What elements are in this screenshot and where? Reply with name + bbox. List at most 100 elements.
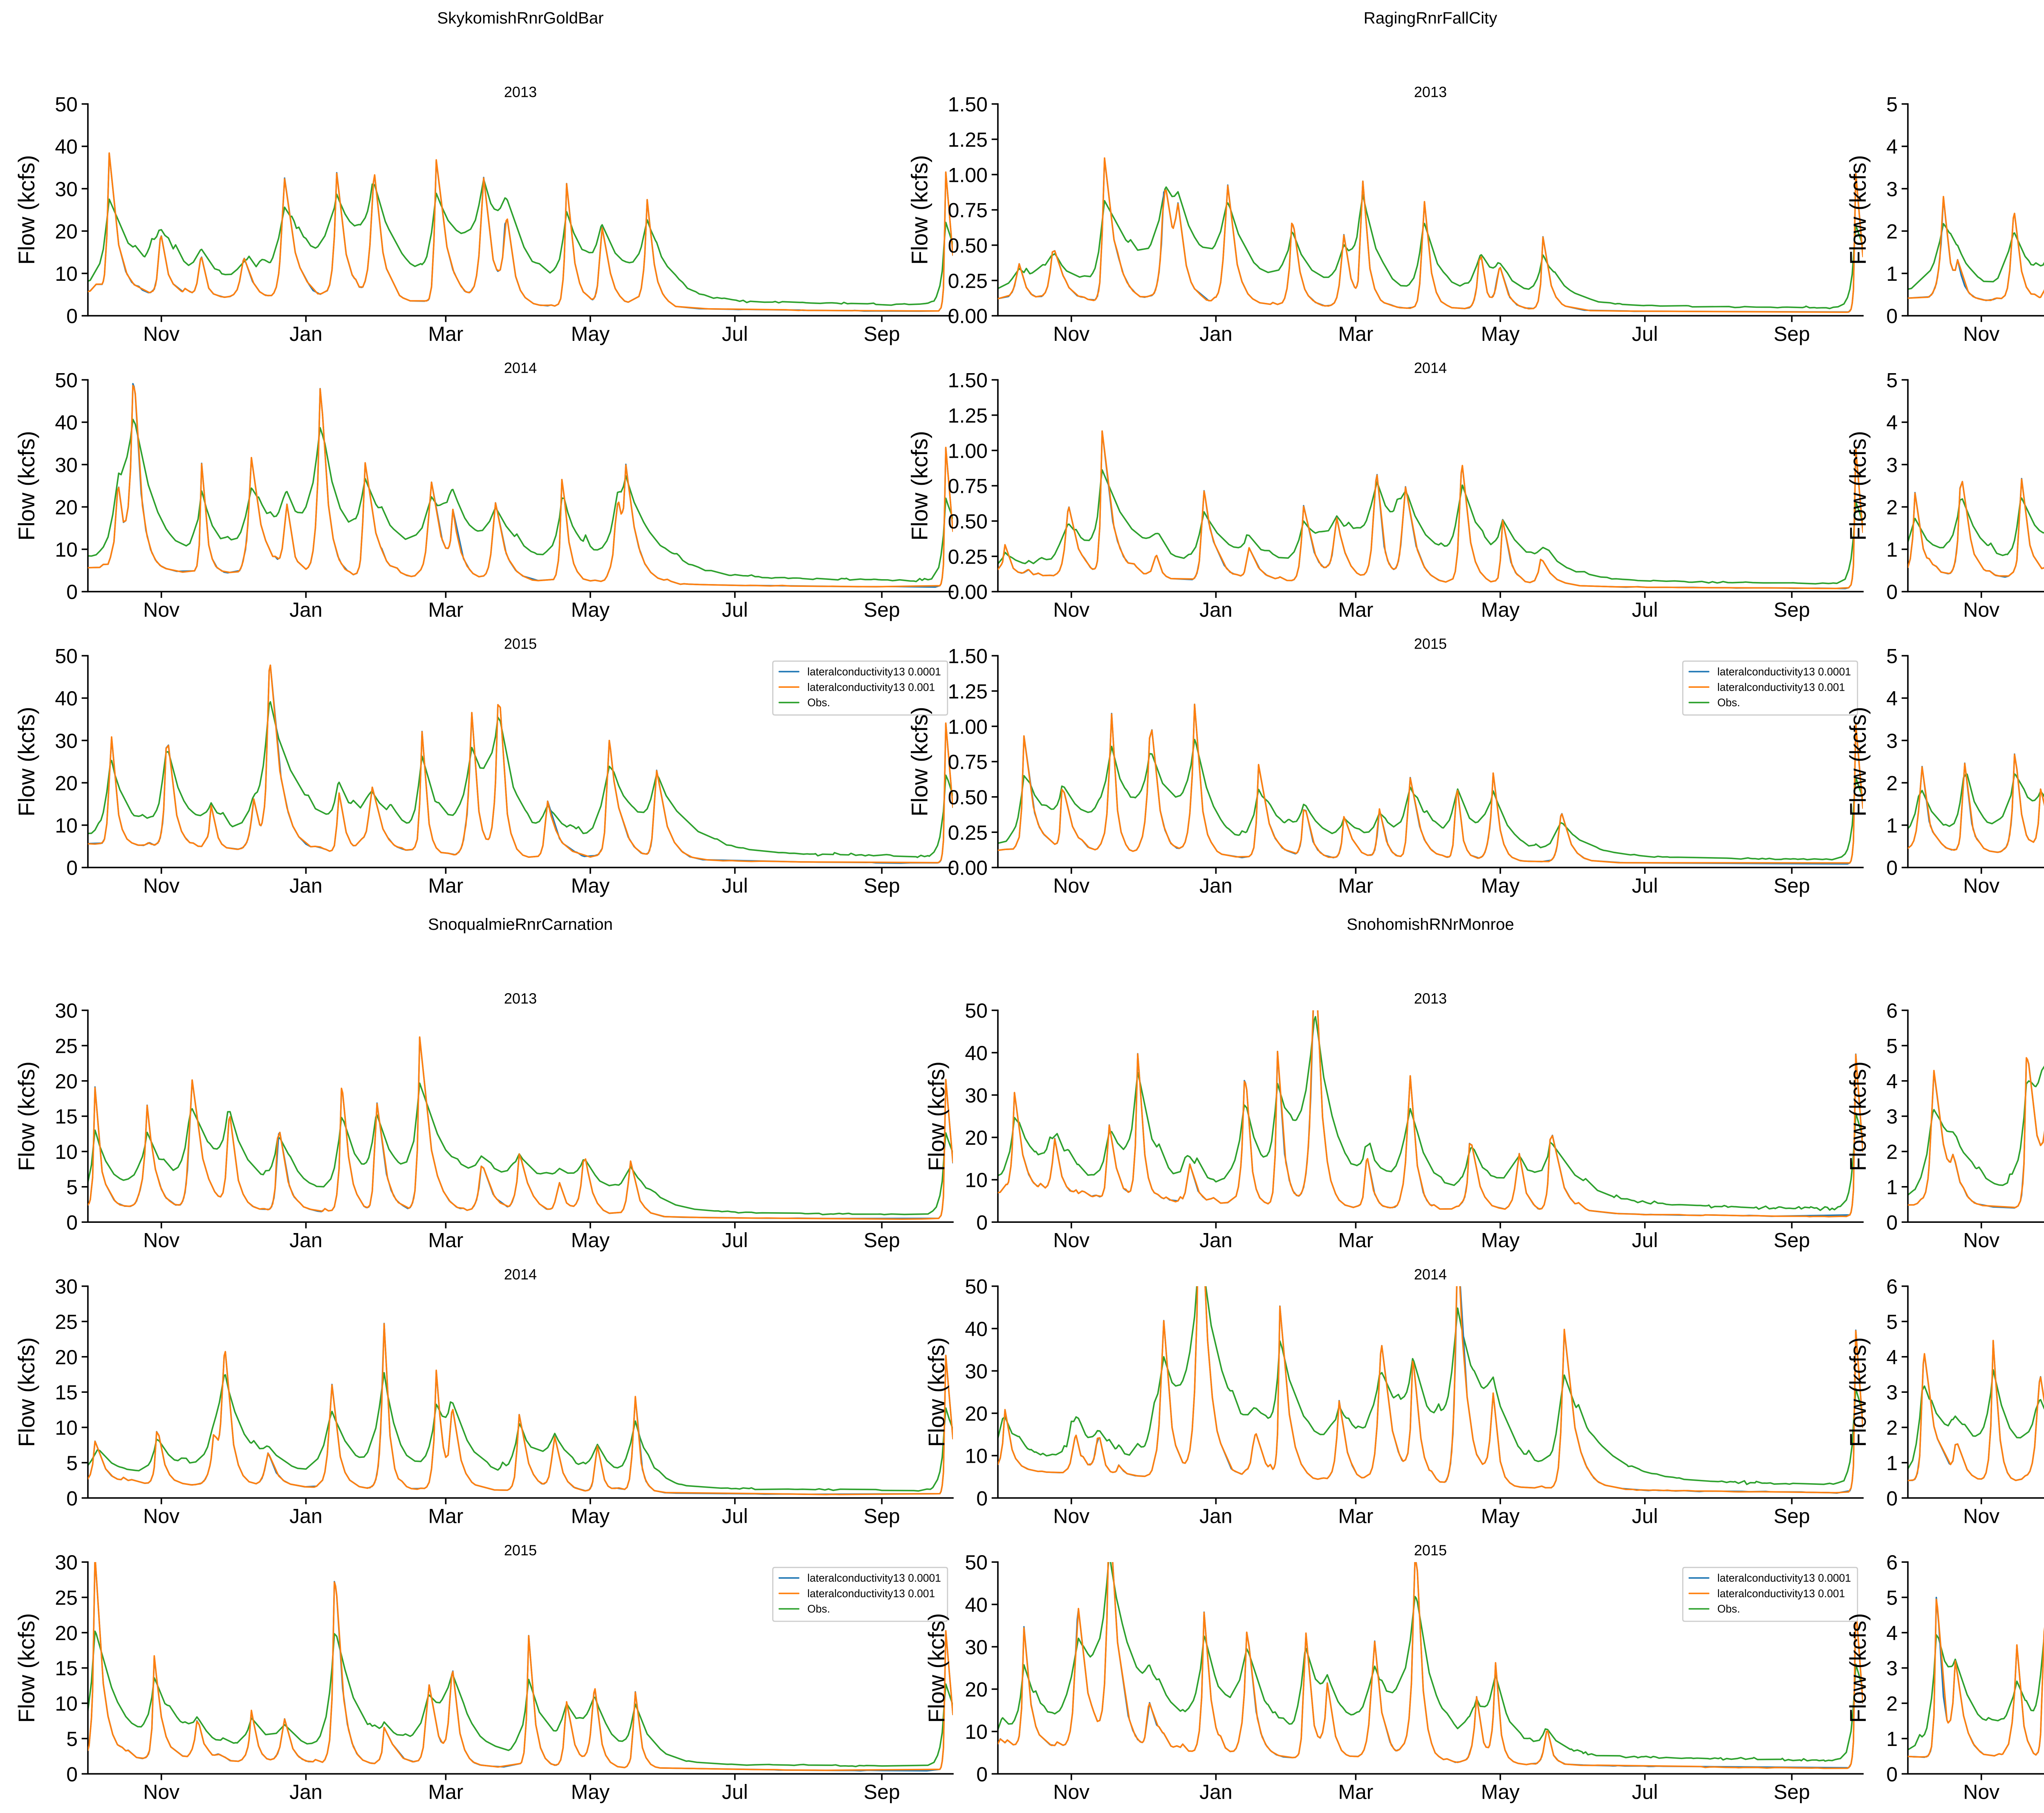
svg-text:Sep: Sep [864,1504,900,1527]
svg-text:Flow (kcfs): Flow (kcfs) [14,1337,39,1447]
svg-text:Sep: Sep [864,1229,900,1251]
svg-text:5: 5 [1886,93,1898,116]
svg-text:Flow (kcfs): Flow (kcfs) [14,1613,39,1723]
svg-text:0.75: 0.75 [948,475,988,498]
svg-text:Jan: Jan [289,322,323,345]
svg-text:2: 2 [1886,1141,1898,1164]
svg-text:0: 0 [976,1487,988,1510]
svg-text:Jan: Jan [1199,874,1233,897]
svg-text:40: 40 [55,687,78,710]
svg-text:May: May [571,1229,610,1251]
svg-text:Nov: Nov [143,598,179,621]
svg-text:0.25: 0.25 [948,269,988,292]
svg-text:May: May [1481,1229,1520,1251]
svg-text:6: 6 [1886,1551,1898,1574]
svg-text:Flow (kcfs): Flow (kcfs) [1845,431,1871,540]
svg-text:0: 0 [976,1211,988,1234]
svg-text:Flow (kcfs): Flow (kcfs) [1845,1613,1871,1723]
svg-text:20: 20 [965,1402,988,1425]
svg-text:2013: 2013 [1414,990,1447,1007]
svg-text:20: 20 [55,220,78,243]
svg-text:Mar: Mar [1338,598,1373,621]
svg-text:30: 30 [55,1275,78,1298]
svg-text:30: 30 [965,1084,988,1107]
svg-text:May: May [1481,322,1520,345]
svg-text:May: May [571,874,610,897]
svg-text:20: 20 [55,1070,78,1093]
svg-text:Nov: Nov [143,1229,179,1251]
svg-text:25: 25 [55,1034,78,1057]
svg-text:Nov: Nov [1963,1780,1999,1803]
svg-text:10: 10 [55,814,78,837]
svg-text:10: 10 [55,1141,78,1164]
svg-text:lateralconductivity13 0.001: lateralconductivity13 0.001 [1717,1587,1845,1600]
svg-text:40: 40 [55,411,78,434]
svg-text:6: 6 [1886,999,1898,1022]
svg-text:Mar: Mar [1338,1229,1373,1251]
svg-text:1.25: 1.25 [948,128,988,151]
svg-text:Jan: Jan [289,874,323,897]
svg-text:4: 4 [1886,1622,1898,1645]
svg-text:20: 20 [55,1346,78,1369]
svg-text:50: 50 [965,1551,988,1574]
svg-text:20: 20 [55,772,78,795]
svg-text:Jan: Jan [1199,1229,1233,1251]
svg-text:Nov: Nov [143,322,179,345]
svg-text:4: 4 [1886,411,1898,434]
svg-text:0: 0 [66,305,78,328]
svg-text:Obs.: Obs. [1717,696,1740,709]
svg-text:Nov: Nov [1963,322,1999,345]
svg-text:Nov: Nov [1053,1504,1089,1527]
svg-text:Jan: Jan [289,1229,323,1251]
svg-text:Jul: Jul [1632,874,1658,897]
svg-text:lateralconductivity13 0.001: lateralconductivity13 0.001 [1717,681,1845,693]
svg-text:May: May [571,1780,610,1803]
svg-text:5: 5 [1886,645,1898,668]
svg-text:Jul: Jul [722,874,748,897]
svg-text:Sep: Sep [864,1780,900,1803]
svg-text:0.25: 0.25 [948,821,988,844]
svg-text:Nov: Nov [143,1780,179,1803]
svg-text:20: 20 [55,496,78,519]
svg-text:40: 40 [55,135,78,158]
svg-text:5: 5 [1886,369,1898,392]
svg-text:Jul: Jul [722,1229,748,1251]
svg-text:lateralconductivity13 0.001: lateralconductivity13 0.001 [807,681,935,693]
svg-text:SnohomishRNrMonroe: SnohomishRNrMonroe [1347,915,1514,933]
svg-text:Sep: Sep [1774,1504,1810,1527]
svg-text:Mar: Mar [428,1229,463,1251]
svg-text:1: 1 [1886,1452,1898,1475]
svg-text:6: 6 [1886,1275,1898,1298]
svg-text:0: 0 [1886,581,1898,604]
svg-text:1.00: 1.00 [948,163,988,186]
svg-text:2014: 2014 [504,360,537,376]
svg-text:Sep: Sep [1774,598,1810,621]
svg-text:May: May [1481,1780,1520,1803]
svg-text:3: 3 [1886,454,1898,477]
svg-text:3: 3 [1886,1105,1898,1128]
svg-text:3: 3 [1886,1657,1898,1680]
svg-text:Nov: Nov [1963,1504,1999,1527]
svg-text:May: May [1481,874,1520,897]
svg-text:10: 10 [55,262,78,285]
svg-text:5: 5 [1886,1586,1898,1609]
svg-text:Jul: Jul [1632,598,1658,621]
svg-text:Flow (kcfs): Flow (kcfs) [14,707,39,816]
svg-text:4: 4 [1886,1346,1898,1369]
svg-text:lateralconductivity13 0.0001: lateralconductivity13 0.0001 [1717,1572,1851,1584]
svg-text:Flow (kcfs): Flow (kcfs) [1845,707,1871,816]
svg-text:Nov: Nov [1963,1229,1999,1251]
svg-text:Jul: Jul [722,1504,748,1527]
svg-text:1.50: 1.50 [948,93,988,116]
svg-text:Sep: Sep [1774,1780,1810,1803]
svg-text:1.00: 1.00 [948,439,988,462]
svg-text:3: 3 [1886,1381,1898,1404]
svg-text:50: 50 [55,645,78,668]
svg-text:0.50: 0.50 [948,510,988,533]
svg-text:Flow (kcfs): Flow (kcfs) [907,707,932,816]
svg-text:2014: 2014 [1414,1266,1447,1283]
svg-text:Mar: Mar [1338,1504,1373,1527]
svg-text:May: May [571,322,610,345]
svg-text:May: May [571,598,610,621]
svg-text:0.00: 0.00 [948,857,988,880]
